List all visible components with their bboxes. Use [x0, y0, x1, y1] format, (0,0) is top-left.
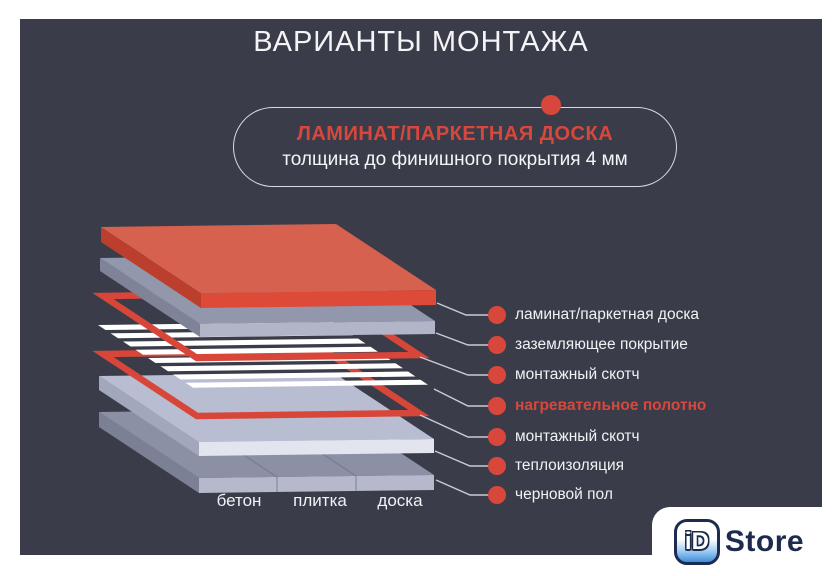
callout-dot-icon: [541, 95, 561, 115]
base-material-label: бетон: [216, 491, 262, 510]
legend-label: монтажный скотч: [515, 428, 640, 445]
layer-insulation: [99, 373, 434, 456]
legend-dot-icon: [488, 306, 506, 324]
legend-connectors: [419, 302, 489, 496]
legend-item-highlighted: нагревательное полотно: [488, 396, 706, 416]
legend-item: монтажный скотч: [488, 427, 640, 447]
callout-pill: ЛАМИНАТ/ПАРКЕТНАЯ ДОСКА толщина до финиш…: [233, 107, 677, 187]
legend-item: заземляющее покрытие: [488, 335, 688, 355]
legend-label: нагревательное полотно: [515, 397, 707, 414]
legend-item: ламинат/паркетная доска: [488, 305, 699, 325]
callout-subheading: толщина до финишного покрытия 4 мм: [282, 149, 628, 170]
legend-dot-icon: [488, 486, 506, 504]
legend-label: заземляющее покрытие: [515, 336, 688, 353]
page-title: ВАРИАНТЫ МОНТАЖА: [253, 26, 589, 58]
legend-dot-icon: [488, 457, 506, 475]
legend-label: ламинат/паркетная доска: [515, 306, 700, 323]
base-material-label: плитка: [293, 491, 347, 510]
legend-label: теплоизоляция: [515, 457, 625, 474]
legend-label: монтажный скотч: [515, 366, 640, 383]
logo-text: Store: [724, 524, 805, 558]
layer-laminate: [101, 224, 436, 308]
legend-dot-icon: [488, 336, 506, 354]
legend-dot-icon: [488, 397, 506, 415]
logo-panel: iD Store: [652, 507, 840, 576]
legend-item: монтажный скотч: [488, 365, 640, 385]
base-material-label: доска: [377, 491, 423, 510]
legend-item: теплоизоляция: [488, 456, 624, 476]
legend-dot-icon: [488, 428, 506, 446]
legend-item: черновой пол: [488, 485, 613, 505]
callout-heading: ЛАМИНАТ/ПАРКЕТНАЯ ДОСКА: [296, 123, 614, 145]
legend-label: черновой пол: [515, 486, 613, 503]
legend-dot-icon: [488, 366, 506, 384]
logo-mark-icon: iD: [673, 518, 720, 565]
